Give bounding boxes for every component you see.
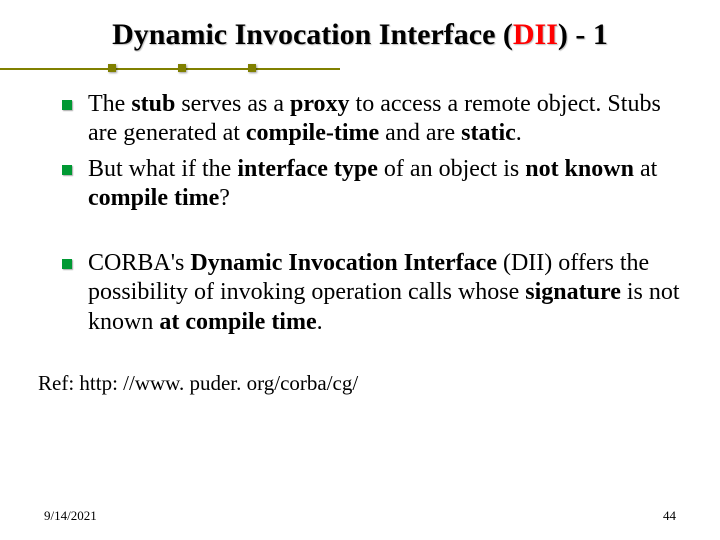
footer-date: 9/14/2021 — [44, 508, 97, 524]
deco-square — [108, 64, 116, 72]
bold-text: at compile time — [159, 309, 316, 335]
deco-square — [248, 64, 256, 72]
bullet-item: CORBA's Dynamic Invocation Interface (DI… — [62, 249, 688, 337]
plain-text: . — [317, 309, 323, 335]
plain-text: at — [634, 156, 657, 182]
plain-text: of an object is — [378, 156, 525, 182]
deco-line — [0, 68, 340, 70]
plain-text: But what if the — [88, 156, 237, 182]
bullet-item: But what if the interface type of an obj… — [62, 155, 688, 214]
title-dii: DII — [513, 18, 558, 51]
bold-text: Dynamic Invocation Interface — [190, 250, 497, 276]
footer-page: 44 — [663, 508, 676, 524]
title-decoration — [0, 62, 688, 76]
bold-text: interface type — [237, 156, 378, 182]
plain-text: CORBA's — [88, 250, 190, 276]
deco-square — [178, 64, 186, 72]
bullet-list: The stub serves as a proxy to access a r… — [32, 90, 688, 337]
title-post: ) - 1 — [558, 18, 608, 51]
bold-text: compile time — [88, 185, 219, 211]
bold-text: compile-time — [246, 120, 379, 146]
slide: Dynamic Invocation Interface (DII) - 1 T… — [0, 0, 720, 540]
plain-text: The — [88, 91, 131, 117]
bullet-item: The stub serves as a proxy to access a r… — [62, 90, 688, 149]
bold-text: static — [461, 120, 516, 146]
reference-text: Ref: http: //www. puder. org/corba/cg/ — [32, 371, 688, 396]
slide-title: Dynamic Invocation Interface (DII) - 1 — [32, 18, 688, 52]
plain-text: . — [516, 120, 522, 146]
plain-text: ? — [219, 185, 230, 211]
plain-text: serves as a — [175, 91, 290, 117]
bold-text: stub — [131, 91, 175, 117]
bold-text: signature — [525, 279, 621, 305]
bold-text: proxy — [290, 91, 350, 117]
title-pre: Dynamic Invocation Interface ( — [112, 18, 513, 51]
plain-text: and are — [379, 120, 461, 146]
bold-text: not known — [525, 156, 634, 182]
footer: 9/14/2021 44 — [0, 508, 720, 524]
